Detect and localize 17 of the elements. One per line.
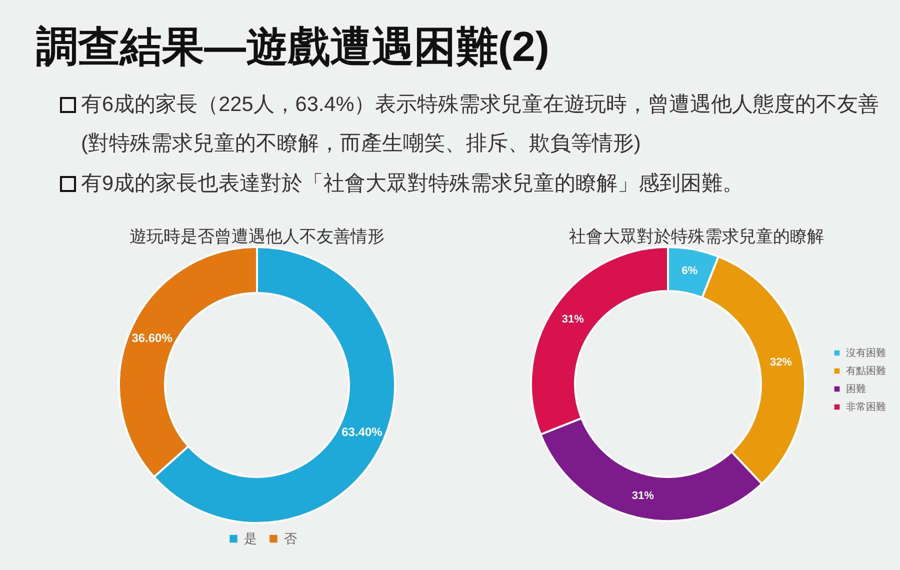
legend-label: 沒有困難 [846,347,886,359]
legend-label: 困難 [846,383,866,395]
text: 有6成的家長（225人，63.4%）表示特殊需求兒童在遊玩時，曾遭遇他人態度的不友善(對特殊需求兒童的不瞭解，而產生嘲笑、排斥、欺負等情形) [81,92,880,157]
data-label: 31% [632,490,654,502]
legend-label: 非常困難 [846,401,886,413]
text: 有9成的家長也表達對於「社會大眾對特殊需求兒童的瞭解」感到困難。 [81,171,745,197]
data-label: 36.60% [132,331,173,346]
data-label: 32% [770,356,792,368]
legend-label: 否 [284,530,297,546]
chart-title: 社會大眾對於特殊需求兒童的瞭解 [569,227,824,246]
data-label: 31% [562,313,584,326]
legend-label: 有點困難 [846,365,886,377]
chart-title: 遊玩時是否曾遭遇他人不友善情形 [130,227,384,246]
text: 調查結果—遊戲遭遇困難(2) [36,22,550,72]
data-label: 6% [682,265,698,278]
data-label: 63.40% [342,424,383,439]
legend-label: 是 [244,530,257,546]
